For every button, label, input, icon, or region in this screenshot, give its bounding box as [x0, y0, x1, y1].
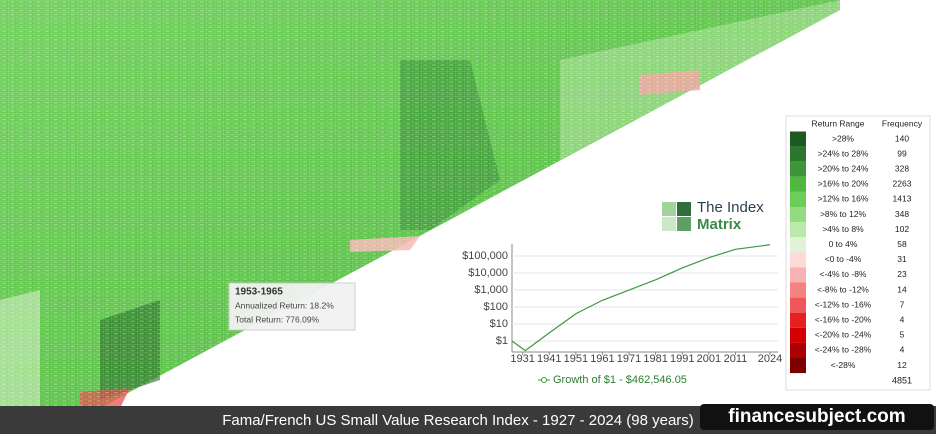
legend-range: <-20% to -24%: [815, 330, 872, 340]
logo-text: Matrix: [697, 216, 742, 233]
logo: The Index Matrix: [662, 199, 764, 233]
y-tick-label: $10: [490, 318, 508, 330]
y-tick-label: $1,000: [474, 284, 508, 296]
legend-frequency: 12: [897, 360, 907, 370]
legend-swatch: [790, 297, 806, 313]
legend-range: >24% to 28%: [818, 148, 869, 158]
x-tick-label: 1971: [617, 353, 641, 365]
heatmap-legend: Return Range Frequency 4851 >28% 140 >24% …: [785, 115, 931, 391]
legend-swatch: [790, 191, 806, 207]
x-tick-label: 1951: [564, 353, 588, 365]
legend-frequency: 5: [900, 330, 905, 340]
legend-frequency: 140: [895, 133, 909, 143]
legend-swatch: [790, 267, 806, 283]
heatmap: [0, 0, 840, 408]
footer: Fama/French US Small Value Research Inde…: [0, 404, 936, 434]
legend-range: <-28%: [831, 360, 856, 370]
legend-frequency: 102: [895, 224, 909, 234]
legend-total: 4851: [892, 375, 912, 385]
legend-range: <-12% to -16%: [815, 299, 872, 309]
legend-header: Return Range: [812, 118, 865, 128]
logo-text: The Index: [697, 199, 764, 216]
legend-frequency: 58: [897, 239, 907, 249]
legend-frequency: 2263: [893, 179, 912, 189]
x-tick-label: 1961: [590, 353, 614, 365]
legend-swatch: [790, 358, 806, 374]
growth-chart-bg: [455, 238, 777, 393]
y-tick-label: $100: [484, 301, 508, 313]
legend-frequency: 31: [897, 254, 907, 264]
legend-range: >16% to 20%: [818, 179, 869, 189]
legend-range: 0 to 4%: [829, 239, 858, 249]
watermark: financesubject.com: [728, 406, 905, 427]
legend-swatch: [790, 161, 806, 177]
legend-range: <-16% to -20%: [815, 314, 872, 324]
x-tick-label: 1991: [670, 353, 694, 365]
legend-range: <0 to -4%: [825, 254, 862, 264]
tooltip: 1953-1965 Annualized Return: 18.2% Total…: [228, 282, 356, 331]
legend-swatch: [790, 237, 806, 253]
legend-range: <-24% to -28%: [815, 345, 872, 355]
legend-swatch: [790, 282, 806, 298]
legend-range: >8% to 12%: [820, 209, 867, 219]
legend-marker: [541, 377, 547, 383]
legend-range: >4% to 8%: [822, 224, 864, 234]
x-tick-label: 1981: [643, 353, 667, 365]
legend-range: >28%: [832, 133, 854, 143]
legend-range: <-4% to -8%: [819, 269, 866, 279]
legend-frequency: 4: [900, 314, 905, 324]
legend-swatch: [790, 146, 806, 162]
legend-swatch: [790, 312, 806, 328]
tooltip-title: 1953-1965: [235, 287, 283, 298]
x-tick-label: 2001: [697, 353, 721, 365]
x-tick-label: 2011: [724, 353, 748, 365]
legend-frequency: 14: [897, 284, 907, 294]
legend-swatch: [790, 131, 806, 147]
legend-label: Growth of $1 - $462,546.05: [553, 374, 687, 386]
x-tick-label: 1931: [510, 353, 534, 365]
y-tick-label: $1: [496, 335, 508, 347]
footer-title: Fama/French US Small Value Research Inde…: [222, 412, 694, 429]
legend-swatch: [790, 327, 806, 343]
legend-range: <-8% to -12%: [817, 284, 869, 294]
legend-frequency: 99: [897, 148, 907, 158]
growth-line: [511, 244, 771, 352]
legend-frequency: 4: [900, 345, 905, 355]
legend-frequency: 328: [895, 163, 909, 173]
legend-swatch: [790, 207, 806, 223]
legend-frequency: 23: [897, 269, 907, 279]
legend-range: >20% to 24%: [818, 163, 869, 173]
legend-swatch: [790, 222, 806, 238]
legend-swatch: [790, 342, 806, 358]
tooltip-line: Annualized Return: 18.2%: [235, 300, 334, 310]
legend-frequency: 7: [900, 299, 905, 309]
x-tick-label: 2024: [758, 353, 782, 365]
legend-header: Frequency: [882, 118, 923, 128]
x-tick-label: 1941: [537, 353, 561, 365]
legend-swatch: [790, 252, 806, 268]
legend-range: >12% to 16%: [818, 194, 869, 204]
tooltip-line: Total Return: 776.09%: [235, 314, 320, 324]
y-tick-label: $100,000: [462, 250, 508, 262]
legend-frequency: 348: [895, 209, 909, 219]
legend-swatch: [790, 176, 806, 192]
y-tick-label: $10,000: [468, 267, 508, 279]
legend-frequency: 1413: [893, 194, 912, 204]
